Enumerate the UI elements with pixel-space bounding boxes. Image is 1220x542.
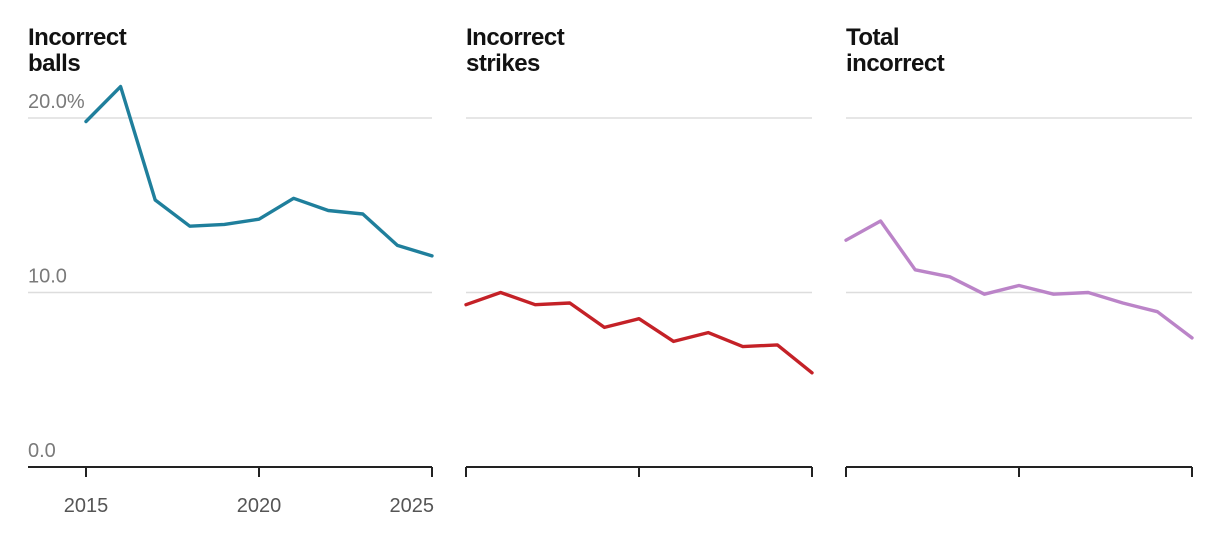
y-tick-label: 0.0 — [28, 440, 56, 462]
y-tick-label: 20.0% — [28, 91, 85, 113]
panel-title-line: incorrect — [846, 50, 945, 77]
panel-title-line: Incorrect — [28, 24, 127, 51]
series-line — [464, 290, 814, 375]
series-line — [84, 84, 434, 258]
x-tick-label: 2020 — [237, 495, 282, 517]
panel-title-line: balls — [28, 50, 80, 77]
y-tick-label: 10.0 — [28, 266, 67, 288]
panel-title-line: Total — [846, 24, 899, 51]
panel-title-line: Incorrect — [466, 24, 565, 51]
series-line — [844, 219, 1194, 340]
panel-title-line: strikes — [466, 50, 540, 77]
x-tick-label: 2015 — [64, 495, 109, 517]
x-tick-label: 2025 — [390, 495, 435, 517]
